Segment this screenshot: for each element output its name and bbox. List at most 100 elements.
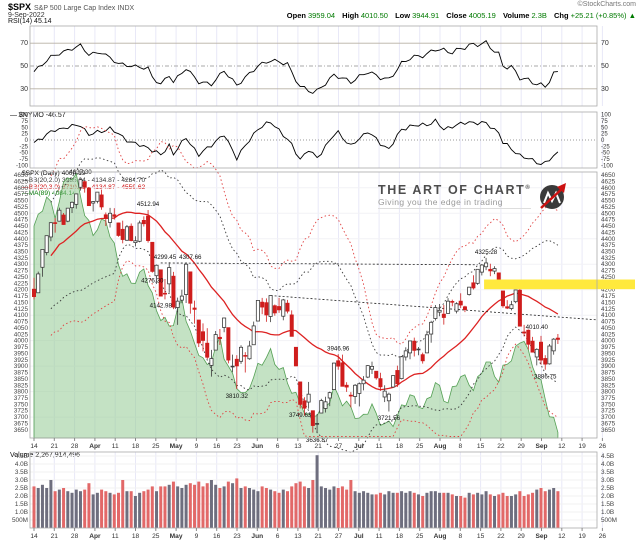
legend-spx-daily: $SPX (Daily) 4006.19 xyxy=(22,170,86,177)
art-of-chart-watermark: THE ART OF CHART® Giving you the edge in… xyxy=(378,181,571,211)
svg-text:3775: 3775 xyxy=(14,395,29,402)
svg-text:4250: 4250 xyxy=(601,274,616,281)
svg-text:-50: -50 xyxy=(19,151,28,157)
svg-text:4025: 4025 xyxy=(601,331,616,338)
svg-text:3675: 3675 xyxy=(601,420,616,427)
svg-text:-100: -100 xyxy=(16,163,29,169)
svg-text:3775: 3775 xyxy=(601,395,616,402)
date-tick-label: Jun xyxy=(251,533,263,540)
svg-text:25: 25 xyxy=(21,132,28,138)
svg-text:1.5B: 1.5B xyxy=(15,501,28,508)
svg-text:2.5B: 2.5B xyxy=(601,485,614,492)
svg-text:4050: 4050 xyxy=(14,325,29,332)
svg-text:4325: 4325 xyxy=(601,255,616,262)
nymo-panel-label: — $NYMO -46.57 xyxy=(10,112,66,119)
date-tick-label: Aug xyxy=(434,533,447,540)
close-label: Close xyxy=(446,11,467,20)
date-tick-label: 23 xyxy=(233,443,241,450)
svg-text:3750: 3750 xyxy=(601,401,616,408)
drawn-trendlines xyxy=(160,262,596,321)
date-tick-label: 12 xyxy=(558,533,566,540)
svg-text:4125: 4125 xyxy=(601,306,616,313)
svg-text:-50: -50 xyxy=(601,151,610,157)
svg-text:0: 0 xyxy=(601,138,605,144)
svg-text:4400: 4400 xyxy=(14,236,29,243)
art-of-chart-logo-icon xyxy=(540,183,567,209)
date-tick-label: Sep xyxy=(535,443,547,450)
svg-text:4225: 4225 xyxy=(14,280,29,287)
svg-text:3900: 3900 xyxy=(14,363,29,370)
date-tick-label: 28 xyxy=(71,533,79,540)
svg-text:75: 75 xyxy=(601,119,608,125)
svg-text:4525: 4525 xyxy=(14,204,29,211)
date-tick-label: 22 xyxy=(497,533,505,540)
date-tick-label: May xyxy=(170,443,183,450)
svg-text:3875: 3875 xyxy=(601,370,616,377)
date-tick-label: 13 xyxy=(294,443,302,450)
date-tick-label: 19 xyxy=(578,533,586,540)
bb3-lower xyxy=(50,260,559,437)
date-tick-label: Jul xyxy=(354,443,364,450)
rsi-panel-label: RSI(14) 45.14 xyxy=(8,18,52,25)
svg-text:4550: 4550 xyxy=(601,198,616,205)
low-value: 3944.91 xyxy=(412,11,440,20)
high-value: 4010.50 xyxy=(360,11,388,20)
svg-text:4275: 4275 xyxy=(14,268,29,275)
price-annotation: 3636.87 xyxy=(306,437,329,444)
sma-line xyxy=(50,211,559,391)
svg-text:4375: 4375 xyxy=(14,242,29,249)
price-annotation: 3946.96 xyxy=(327,345,350,352)
index-name: S&P 500 Large Cap Index xyxy=(34,5,116,12)
svg-text:50: 50 xyxy=(21,125,28,131)
svg-text:3925: 3925 xyxy=(601,357,616,364)
bb3-upper xyxy=(50,125,559,345)
svg-text:4575: 4575 xyxy=(14,191,29,198)
panel-borders xyxy=(29,25,598,529)
date-tick-label: 21 xyxy=(51,533,59,540)
svg-text:3.5B: 3.5B xyxy=(601,469,614,476)
date-tick-label: 16 xyxy=(213,443,221,450)
date-tick-label: 21 xyxy=(315,443,323,450)
legend-bb20-2: —BB(20,2.0) 3985.04 - 4134.87 - 4284.70 xyxy=(22,176,146,184)
date-tick-label: 19 xyxy=(578,443,586,450)
date-tick-label: 16 xyxy=(213,533,221,540)
price-annotation: 4276.30 xyxy=(141,277,164,284)
date-tick-label: 8 xyxy=(458,443,462,450)
price-annotation: 4142.98 xyxy=(150,302,173,309)
svg-text:1.5B: 1.5B xyxy=(601,501,614,508)
svg-text:4300: 4300 xyxy=(601,261,616,268)
date-tick-label: 6 xyxy=(276,533,280,540)
rsi-panel: 70 70 50 50 30 30 xyxy=(20,40,609,94)
svg-text:4300: 4300 xyxy=(14,261,29,268)
date-tick-label: 15 xyxy=(477,533,485,540)
volume-axis-labels: 4.5B4.5B4.0B4.0B3.5B3.5B3.0B3.0B2.5B2.5B… xyxy=(12,453,617,524)
registered-mark: ® xyxy=(525,184,532,191)
svg-text:3675: 3675 xyxy=(14,420,29,427)
date-tick-label: 26 xyxy=(599,443,607,450)
svg-text:4375: 4375 xyxy=(601,242,616,249)
svg-text:3900: 3900 xyxy=(601,363,616,370)
date-tick-label: 21 xyxy=(315,533,323,540)
svg-text:4175: 4175 xyxy=(14,293,29,300)
svg-text:50: 50 xyxy=(601,63,609,70)
header-symbol-line: $SPX S&P 500 Large Cap Index INDX xyxy=(8,2,134,12)
open-value: 3959.04 xyxy=(307,11,336,20)
svg-text:3725: 3725 xyxy=(601,408,616,415)
svg-text:0: 0 xyxy=(25,138,29,144)
date-tick-label: 28 xyxy=(71,443,79,450)
svg-text:-25: -25 xyxy=(19,144,28,150)
ohlc-quote-bar: Open 3959.04 High 4010.50 Low 3944.91 Close… xyxy=(282,11,636,20)
volume-bars xyxy=(32,455,560,528)
date-tick-label: Jun xyxy=(251,443,263,450)
date-tick-label: 9 xyxy=(195,443,199,450)
art-of-chart-title: THE ART OF CHART® xyxy=(378,183,532,197)
svg-text:3975: 3975 xyxy=(14,344,29,351)
legend-ma89: —MA(89) 4084.14 xyxy=(22,190,76,198)
svg-text:3725: 3725 xyxy=(14,408,29,415)
chart-date: 9-Sep-2022 xyxy=(8,12,45,19)
highlight-layer xyxy=(484,279,635,290)
svg-text:4275: 4275 xyxy=(601,268,616,275)
date-tick-label: 11 xyxy=(112,533,119,540)
svg-text:75: 75 xyxy=(21,119,28,125)
svg-text:100: 100 xyxy=(601,113,612,119)
